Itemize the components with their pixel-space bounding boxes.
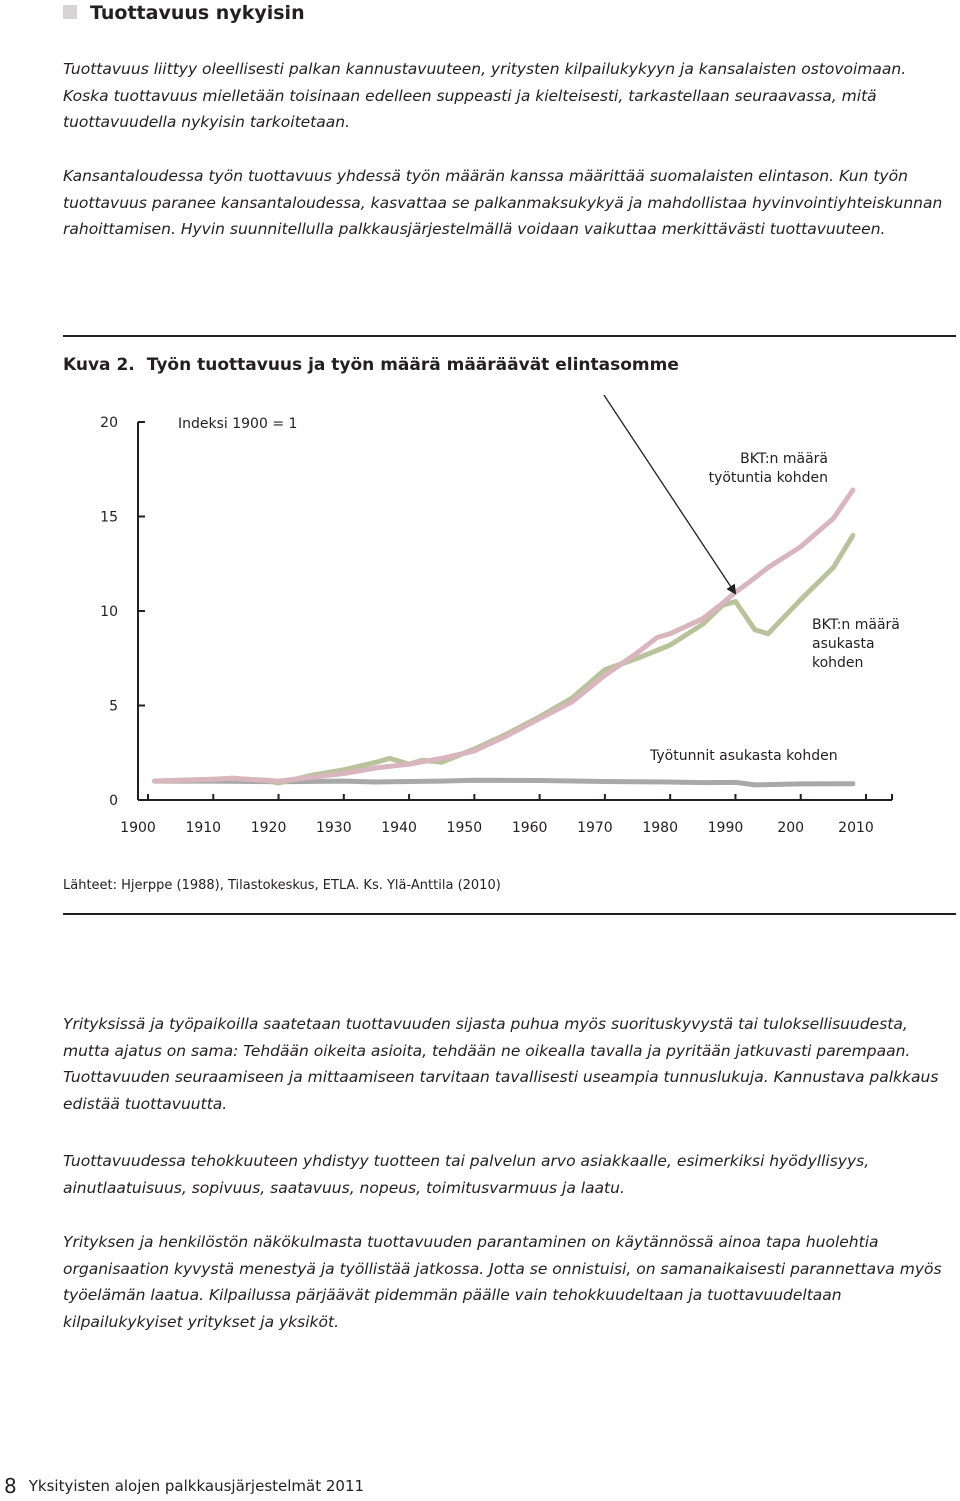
series-line-0 — [152, 487, 856, 784]
page-footer: 8 Yksityisten alojen palkkausjärjestelmät… — [4, 1474, 364, 1498]
intro-paragraph-2: Kansantaloudessa työn tuottavuus yhdessä… — [63, 167, 943, 238]
x-tick-label: 200 — [777, 820, 804, 836]
y-tick-label: 15 — [100, 510, 118, 526]
body-paragraph-3: Yrityksen ja henkilöstön näkökulmasta tu… — [63, 1233, 942, 1331]
section-marker — [63, 5, 77, 19]
y-tick-label: 20 — [100, 415, 118, 431]
figure-title: Kuva 2. Työn tuottavuus ja työn määrä mää… — [63, 355, 679, 375]
x-tick-label: 1920 — [251, 820, 287, 836]
x-tick-label: 1980 — [642, 820, 678, 836]
series-label-0: työtuntia kohden — [709, 470, 828, 486]
figure-source: Lähteet: Hjerppe (1988), Tilastokeskus, … — [63, 878, 501, 893]
series-label-1: asukasta — [812, 636, 875, 652]
figure-label: Kuva 2. — [63, 355, 135, 375]
series-line-2 — [152, 777, 856, 788]
figure-bottom-rule — [63, 913, 956, 915]
y-tick-label: 0 — [109, 793, 118, 809]
y-tick-label: 10 — [100, 604, 118, 620]
figure-title-text: Työn tuottavuus ja työn määrä määräävät … — [146, 355, 679, 375]
intro-paragraph-1: Tuottavuus liittyy oleellisesti palkan k… — [63, 60, 907, 131]
x-tick-label: 1910 — [185, 820, 221, 836]
figure-top-rule — [63, 335, 956, 337]
x-tick-label: 1970 — [577, 820, 613, 836]
page-number: 8 — [4, 1474, 17, 1498]
x-tick-label: 2010 — [838, 820, 874, 836]
x-tick-label: 1900 — [120, 820, 156, 836]
annotation-arrow — [603, 395, 737, 595]
series-label-1: BKT:n määrä — [812, 617, 900, 633]
body-paragraph-1: Yrityksissä ja työpaikoilla saatetaan tu… — [63, 1015, 939, 1113]
chart-labels: Indeksi 1900 = 1 BKT:n määrä työtuntia koh… — [178, 416, 900, 764]
series-label-0: BKT:n määrä — [740, 451, 828, 467]
section-title: Tuottavuus nykyisin — [90, 2, 305, 24]
x-tick-label: 1950 — [447, 820, 483, 836]
x-tick-label: 1940 — [381, 820, 417, 836]
x-tick-label: 1960 — [512, 820, 548, 836]
series-label-2: Työtunnit asukasta kohden — [649, 748, 838, 764]
series-line-1 — [152, 532, 856, 786]
x-tick-label: 1930 — [316, 820, 352, 836]
body-paragraph-2: Tuottavuudessa tehokkuuteen yhdistyy tuo… — [63, 1152, 870, 1197]
series-label-1: kohden — [812, 655, 863, 671]
chart-series — [152, 487, 856, 788]
y-tick-label: 5 — [109, 699, 118, 715]
x-tick-label: 1990 — [708, 820, 744, 836]
publication-name: Yksityisten alojen palkkausjärjestelmät … — [28, 1477, 365, 1495]
index-note: Indeksi 1900 = 1 — [178, 416, 297, 432]
